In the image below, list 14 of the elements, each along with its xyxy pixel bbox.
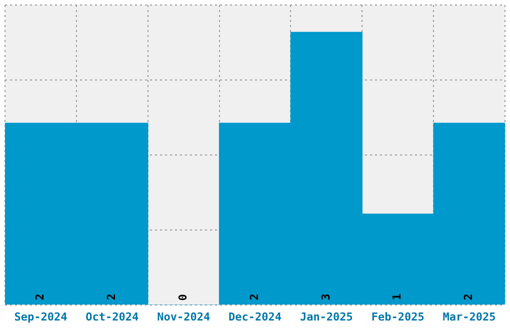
x-tick-label: Oct-2024 <box>86 310 140 324</box>
data-label: 1 <box>390 293 404 300</box>
data-label: 3 <box>319 294 332 300</box>
x-tick-label: Feb-2025 <box>371 310 424 324</box>
data-label: 2 <box>248 294 261 300</box>
x-tick-label: Nov-2024 <box>157 310 210 324</box>
x-tick-label: Sep-2024 <box>14 310 68 324</box>
data-label: 0 <box>176 294 190 301</box>
x-tick-label: Mar-2025 <box>442 310 496 324</box>
x-tick-label: Dec-2024 <box>228 310 282 324</box>
data-label: 2 <box>105 294 118 300</box>
data-label: 2 <box>462 294 476 300</box>
data-label: 2 <box>34 294 47 300</box>
x-tick-label: Jan-2025 <box>300 310 353 324</box>
